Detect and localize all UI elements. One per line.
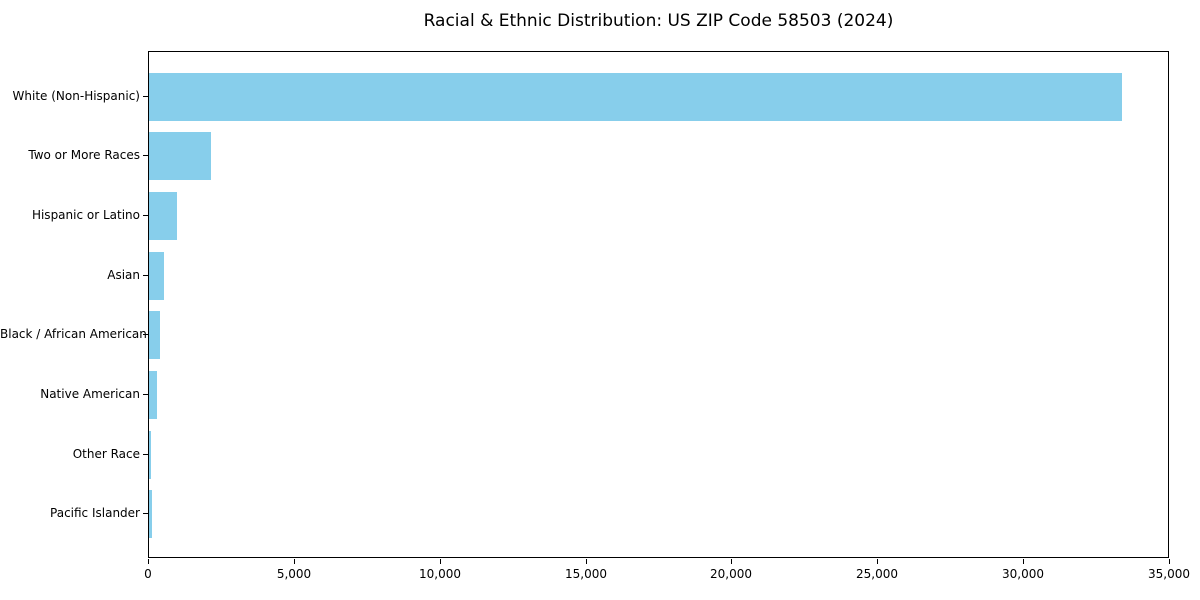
bar-asian bbox=[149, 251, 164, 300]
y-tick-label: Other Race bbox=[72, 447, 140, 461]
x-tick-label: 10,000 bbox=[419, 567, 461, 581]
y-tick-label: Two or More Races bbox=[28, 148, 140, 162]
x-tick-label: 30,000 bbox=[1002, 567, 1044, 581]
y-tick-mark bbox=[143, 394, 148, 395]
x-tick-mark bbox=[294, 559, 295, 564]
x-tick-mark bbox=[877, 559, 878, 564]
bar-other-race bbox=[149, 430, 152, 479]
y-tick-mark bbox=[143, 215, 148, 216]
bar-white-non-hispanic bbox=[149, 72, 1122, 121]
y-tick-label: Pacific Islander bbox=[50, 506, 140, 520]
chart-title: Racial & Ethnic Distribution: US ZIP Cod… bbox=[423, 11, 894, 31]
x-tick-label: 25,000 bbox=[856, 567, 898, 581]
bar-native-american bbox=[149, 370, 157, 419]
x-tick-mark bbox=[1023, 559, 1024, 564]
x-tick-mark bbox=[586, 559, 587, 564]
y-tick-label: Asian bbox=[107, 268, 140, 282]
bar-black-african-american bbox=[149, 311, 161, 360]
y-tick-mark bbox=[143, 334, 148, 335]
bar-pacific-islander bbox=[149, 490, 152, 539]
x-tick-label: 35,000 bbox=[1148, 567, 1190, 581]
x-tick-label: 0 bbox=[144, 567, 152, 581]
plot-area bbox=[148, 51, 1169, 558]
bar-two-or-more-races bbox=[149, 132, 212, 181]
x-tick-mark bbox=[1169, 559, 1170, 564]
x-tick-mark bbox=[440, 559, 441, 564]
bar-hispanic-or-latino bbox=[149, 192, 177, 241]
x-tick-label: 15,000 bbox=[565, 567, 607, 581]
x-tick-mark bbox=[731, 559, 732, 564]
y-tick-mark bbox=[143, 155, 148, 156]
x-tick-mark bbox=[148, 559, 149, 564]
y-tick-label: Black / African American bbox=[0, 327, 147, 341]
y-tick-mark bbox=[143, 275, 148, 276]
y-tick-mark bbox=[143, 454, 148, 455]
y-tick-label: White (Non-Hispanic) bbox=[12, 89, 140, 103]
y-tick-mark bbox=[143, 513, 148, 514]
x-tick-label: 5,000 bbox=[276, 567, 312, 581]
y-tick-label: Hispanic or Latino bbox=[31, 208, 140, 222]
x-tick-label: 20,000 bbox=[710, 567, 752, 581]
y-tick-mark bbox=[143, 96, 148, 97]
y-tick-label: Native American bbox=[40, 387, 140, 401]
